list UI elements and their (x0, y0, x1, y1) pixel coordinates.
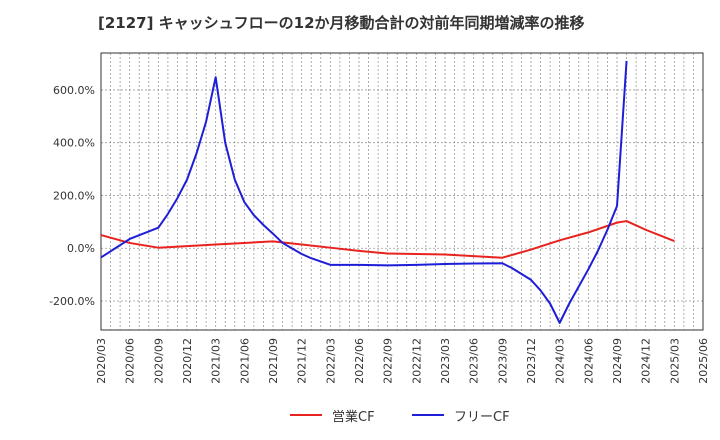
x-tick-label: 2024/06 (582, 338, 595, 384)
legend-item-free-cf: フリーCF (412, 403, 510, 427)
plot-frame (100, 52, 704, 331)
x-tick-label: 2021/03 (210, 338, 223, 384)
y-tick-label: 400.0% (53, 137, 95, 150)
y-tick-label: -200.0% (49, 295, 95, 308)
legend-item-operating-cf: 営業CF (290, 403, 375, 427)
grid-layer (101, 53, 703, 330)
x-tick-label: 2021/09 (267, 338, 280, 384)
x-tick-label: 2023/03 (439, 338, 452, 384)
y-tick-label: 0.0% (67, 242, 95, 255)
y-tick-label: 200.0% (53, 189, 95, 202)
legend-swatch-free-cf (412, 414, 444, 416)
chart-title: [2127] キャッシュフローの12か月移動合計の対前年同期増減率の推移 (98, 14, 585, 32)
x-tick-label: 2023/09 (496, 338, 509, 384)
x-tick-label: 2021/12 (296, 338, 309, 384)
x-tick-label: 2022/09 (382, 338, 395, 384)
legend-label-free-cf: フリーCF (454, 409, 510, 425)
series-layer (100, 60, 675, 324)
x-tick-label: 2025/06 (697, 338, 710, 384)
x-tick-label: 2020/12 (181, 338, 194, 384)
legend-swatch-operating-cf (290, 414, 322, 416)
axis-layer (100, 52, 704, 331)
tick-layer: 600.0% 400.0% 200.0% 0.0% -200.0% 2020/03 2020… (49, 84, 710, 384)
x-tick-label: 2020/09 (152, 338, 165, 384)
x-tick-label: 2024/09 (611, 338, 624, 384)
x-tick-label: 2022/06 (353, 338, 366, 384)
x-tick-label: 2020/06 (124, 338, 137, 384)
legend: 営業CF フリーCF (0, 403, 720, 427)
legend-label-operating-cf: 営業CF (332, 409, 375, 425)
x-tick-label: 2023/12 (525, 338, 538, 384)
series-line-operating-cf (100, 220, 675, 259)
x-tick-label: 2022/03 (324, 338, 337, 384)
x-tick-label: 2023/06 (468, 338, 481, 384)
x-tick-label: 2020/03 (95, 338, 108, 384)
x-tick-label: 2024/03 (554, 338, 567, 384)
x-tick-label: 2024/12 (640, 338, 653, 384)
series-line-free-cf (100, 60, 628, 324)
y-tick-label: 600.0% (53, 84, 95, 97)
x-tick-label: 2022/12 (410, 338, 423, 384)
x-tick-label: 2025/03 (668, 338, 681, 384)
x-tick-label: 2021/06 (238, 338, 251, 384)
